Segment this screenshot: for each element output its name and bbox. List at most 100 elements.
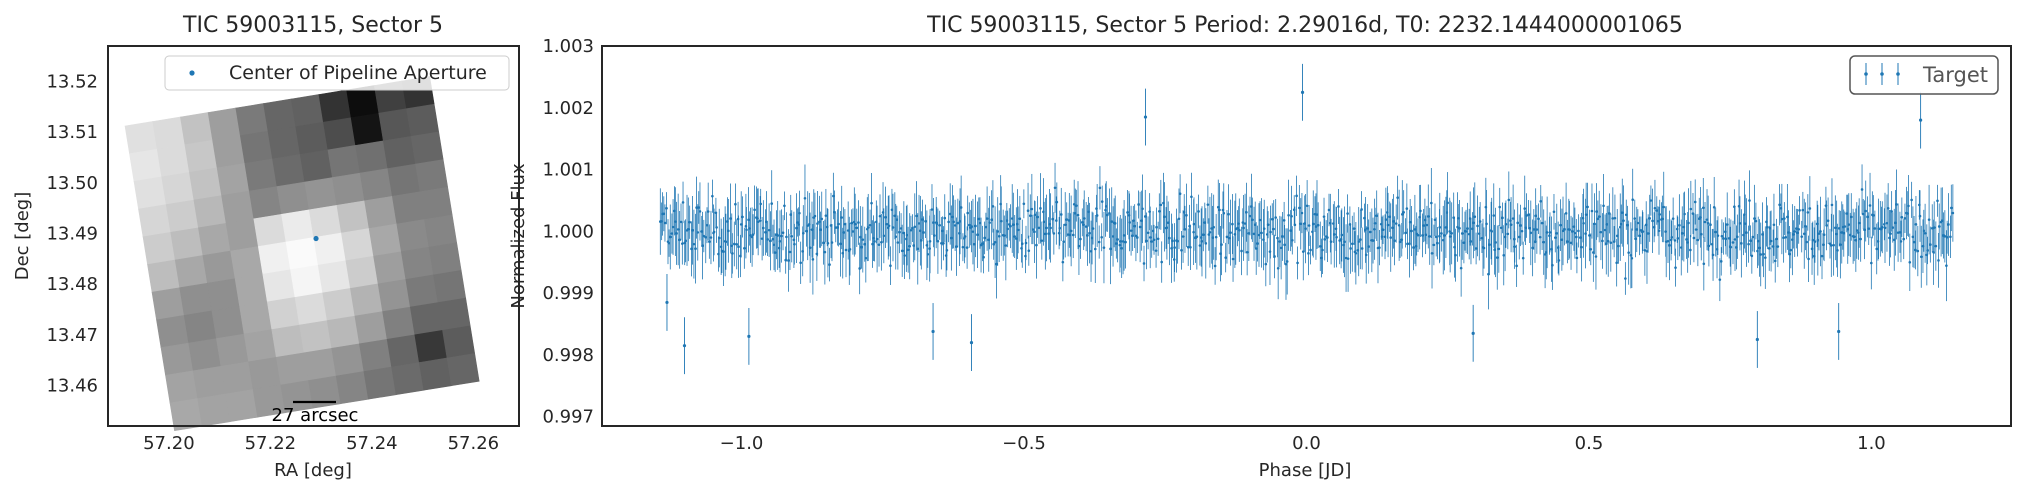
data-point: [1343, 240, 1346, 244]
data-point: [1506, 232, 1510, 236]
data-point: [1004, 244, 1008, 247]
lightcurve-title: TIC 59003115, Sector 5 Period: 2.29016d,…: [926, 13, 1683, 38]
scale-bar-label: 27 arcsec: [272, 405, 359, 426]
data-point: [766, 238, 769, 241]
image-pixel: [225, 218, 259, 252]
image-pixel: [151, 287, 185, 321]
image-pixel: [281, 209, 315, 243]
data-point: [1539, 199, 1543, 203]
data-point: [1754, 219, 1758, 223]
data-point: [758, 219, 762, 222]
data-point: [1225, 235, 1229, 239]
data-point: [896, 241, 900, 244]
data-point: [696, 231, 700, 234]
data-point: [1329, 240, 1333, 243]
data-point: [1020, 242, 1024, 246]
data-point: [1181, 235, 1185, 238]
data-point: [1190, 195, 1193, 199]
data-point: [1599, 230, 1603, 234]
data-point: [908, 244, 911, 248]
image-pixel: [138, 204, 172, 238]
data-point: [1894, 221, 1897, 225]
data-point: [1173, 246, 1176, 249]
data-point: [1148, 236, 1152, 239]
data-point: [1590, 209, 1594, 213]
data-point: [1138, 225, 1142, 229]
data-point: [1118, 240, 1122, 243]
data-point: [1767, 247, 1771, 250]
data-point: [992, 242, 996, 246]
data-point: [1274, 216, 1277, 219]
data-point: [1566, 240, 1569, 243]
data-point: [1951, 211, 1955, 215]
data-point: [877, 243, 881, 246]
data-point: [1582, 221, 1585, 225]
aperture-panel: TIC 59003115, Sector 5 27 arcsec 57.20 57…: [12, 13, 520, 481]
image-pixel: [378, 108, 412, 142]
data-point: [1143, 215, 1147, 218]
image-pixel: [405, 274, 439, 308]
data-point: [1517, 235, 1521, 239]
data-point: [698, 210, 702, 213]
data-point: [1588, 234, 1591, 237]
data-point: [828, 263, 831, 266]
data-point: [1212, 225, 1215, 229]
image-pixel: [299, 320, 333, 354]
data-point: [780, 234, 783, 238]
image-pixel: [303, 347, 337, 381]
data-point: [873, 240, 876, 243]
data-point: [1624, 277, 1627, 280]
data-point: [822, 241, 825, 245]
outlier-point: [1143, 115, 1148, 119]
data-point: [702, 234, 706, 238]
data-point: [1091, 227, 1095, 230]
data-point: [1051, 217, 1054, 221]
data-point: [935, 222, 939, 225]
data-point: [917, 222, 921, 225]
image-pixel: [350, 283, 383, 317]
data-point: [1098, 186, 1102, 190]
data-point: [1797, 227, 1800, 231]
data-point: [690, 247, 693, 251]
data-point: [965, 246, 969, 249]
data-point: [1949, 206, 1953, 210]
image-pixel: [189, 167, 222, 201]
data-point: [1102, 246, 1106, 249]
dec-ticks: 13.52 13.51 13.50 13.49 13.48 13.47 13.46: [46, 71, 98, 396]
data-point: [894, 235, 898, 239]
data-point: [1287, 213, 1290, 217]
data-point: [1351, 242, 1354, 246]
data-point: [1009, 224, 1012, 228]
data-point: [1733, 205, 1736, 209]
image-pixel: [295, 121, 329, 155]
data-point: [1245, 250, 1249, 254]
data-point: [1077, 244, 1081, 248]
data-point: [1436, 241, 1439, 245]
data-point: [943, 216, 947, 220]
data-point: [1206, 203, 1210, 206]
image-pixel: [359, 168, 393, 202]
data-point: [1832, 243, 1835, 247]
data-point: [1375, 214, 1378, 218]
data-point: [1247, 232, 1251, 235]
data-point: [1916, 249, 1920, 253]
data-point: [1460, 232, 1464, 235]
data-point: [1062, 240, 1065, 244]
data-point: [928, 239, 932, 243]
data-point: [1364, 253, 1368, 257]
phase-tick-label: 0.0: [1292, 433, 1321, 454]
data-point: [1108, 211, 1111, 215]
data-point: [1796, 231, 1799, 235]
data-point: [903, 254, 906, 257]
data-point: [1013, 235, 1016, 238]
image-pixel: [409, 302, 443, 336]
data-point: [1846, 227, 1850, 231]
data-point: [1404, 231, 1407, 235]
data-point: [1305, 204, 1309, 208]
data-point: [1751, 235, 1755, 239]
data-point: [1630, 256, 1634, 260]
data-point: [870, 201, 873, 205]
data-point: [1321, 248, 1324, 252]
outlier-point: [1755, 337, 1759, 342]
aperture-legend-box: [164, 55, 510, 91]
